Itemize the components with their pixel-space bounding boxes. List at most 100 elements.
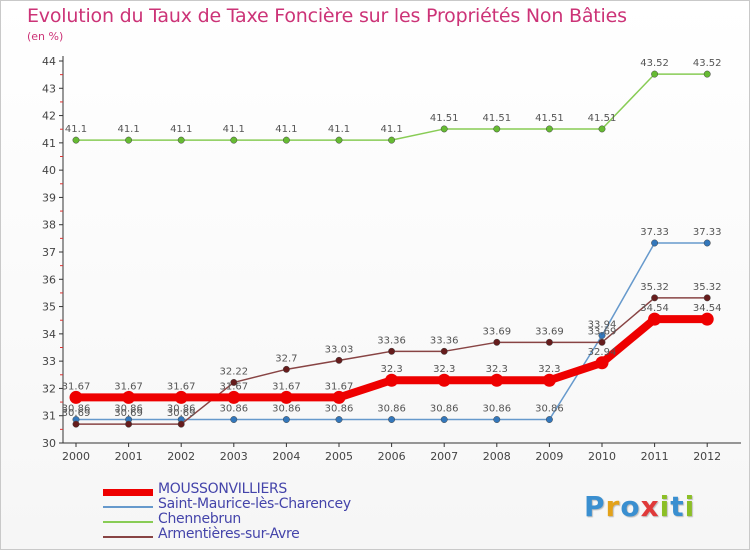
data-label: 35.32	[693, 282, 722, 293]
data-point	[651, 70, 659, 78]
legend-swatch	[103, 521, 153, 523]
data-label: 30.86	[535, 404, 564, 415]
data-point	[230, 378, 238, 386]
data-point	[230, 416, 238, 423]
data-label: 32.94	[588, 347, 617, 358]
data-point	[493, 416, 501, 423]
data-point	[282, 416, 290, 423]
x-tick-label: 2005	[325, 450, 353, 463]
y-tick-label: 41	[42, 137, 56, 150]
y-tick-label: 42	[42, 110, 56, 123]
data-label: 31.67	[167, 381, 196, 392]
x-tick-label: 2000	[62, 450, 90, 463]
data-point	[437, 373, 451, 387]
data-label: 32.3	[433, 364, 455, 375]
data-point	[125, 420, 133, 428]
data-point	[335, 356, 343, 364]
data-point	[542, 373, 556, 387]
x-tick-label: 2007	[430, 450, 458, 463]
data-point	[227, 390, 241, 404]
data-label: 30.86	[430, 404, 459, 415]
data-label: 30.69	[114, 408, 143, 419]
data-label: 30.86	[272, 404, 301, 415]
data-point	[282, 365, 290, 373]
y-tick-label: 31	[42, 410, 56, 423]
data-label: 41.1	[380, 124, 402, 135]
x-tick-label: 2011	[641, 450, 669, 463]
data-point	[595, 356, 609, 370]
data-label: 41.1	[117, 124, 139, 135]
data-label: 41.1	[275, 124, 297, 135]
data-point	[700, 312, 714, 326]
y-axis-unit-label: (en %)	[27, 30, 64, 43]
data-point	[490, 373, 504, 387]
data-label: 31.67	[325, 381, 354, 392]
data-point	[332, 390, 346, 404]
data-label: 31.67	[272, 381, 301, 392]
y-tick-label: 39	[42, 191, 56, 204]
data-label: 32.3	[486, 364, 508, 375]
data-point	[493, 125, 501, 133]
data-point	[230, 136, 238, 144]
data-label: 35.32	[640, 282, 669, 293]
data-label: 41.1	[170, 124, 192, 135]
data-label: 34.54	[640, 303, 669, 314]
data-label: 41.1	[328, 124, 350, 135]
data-point	[72, 136, 80, 144]
y-tick-label: 44	[42, 55, 56, 68]
legend-label: Chennebrun	[158, 511, 242, 527]
data-label: 32.22	[219, 366, 248, 377]
data-label: 43.52	[640, 58, 669, 69]
data-point	[651, 294, 659, 302]
data-label: 37.33	[640, 227, 669, 238]
data-point	[545, 125, 553, 133]
data-point	[72, 420, 80, 428]
x-tick-label: 2010	[588, 450, 616, 463]
data-label: 37.33	[693, 227, 722, 238]
data-label: 32.3	[538, 364, 560, 375]
data-label: 33.36	[430, 335, 459, 346]
y-tick-label: 40	[42, 164, 56, 177]
data-point	[703, 70, 711, 78]
x-tick-label: 2002	[167, 450, 195, 463]
data-point	[651, 239, 659, 247]
data-point	[335, 416, 343, 423]
data-point	[545, 338, 553, 346]
data-label: 30.86	[167, 404, 196, 415]
data-point	[703, 294, 711, 302]
data-label: 41.1	[65, 124, 87, 135]
data-point	[177, 136, 185, 144]
data-label: 31.67	[219, 381, 248, 392]
data-point	[388, 347, 396, 355]
data-point	[598, 332, 606, 339]
data-label: 30.69	[62, 408, 91, 419]
data-label: 41.51	[482, 113, 511, 124]
data-label: 30.86	[62, 404, 91, 415]
data-point	[493, 338, 501, 346]
chart-title: Evolution du Taux de Taxe Foncière sur l…	[27, 5, 627, 27]
legend-label: Saint-Maurice-lès-Charencey	[158, 496, 351, 512]
data-label: 33.69	[535, 326, 564, 337]
x-tick-label: 2003	[220, 450, 248, 463]
x-tick-label: 2006	[378, 450, 406, 463]
data-point	[385, 373, 399, 387]
data-point	[177, 420, 185, 428]
data-point	[703, 239, 711, 247]
data-label: 43.52	[693, 58, 722, 69]
data-label: 33.94	[588, 319, 617, 330]
data-label: 41.1	[223, 124, 245, 135]
data-point	[598, 125, 606, 133]
data-point	[388, 136, 396, 144]
data-point	[69, 390, 83, 404]
data-label: 33.69	[482, 326, 511, 337]
data-point	[125, 136, 133, 144]
proxiti-logo: Proxiti	[584, 490, 696, 523]
data-label: 31.67	[114, 381, 143, 392]
x-tick-label: 2001	[115, 450, 143, 463]
y-tick-label: 30	[42, 437, 56, 450]
data-label: 30.86	[482, 404, 511, 415]
legend-swatch	[103, 488, 153, 496]
y-tick-label: 38	[42, 219, 56, 232]
data-label: 33.03	[325, 344, 354, 355]
data-point	[440, 416, 448, 423]
